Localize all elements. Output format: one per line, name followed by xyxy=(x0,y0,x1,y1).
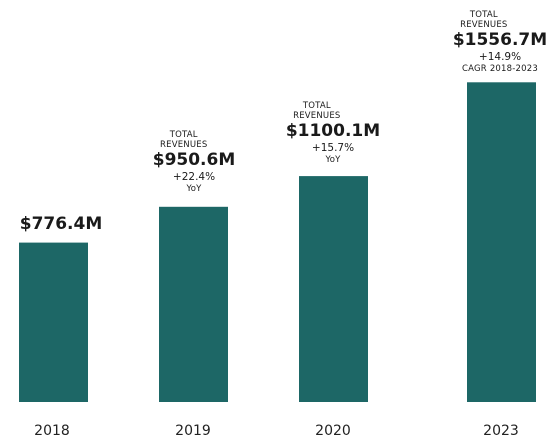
caption-total-revenues-2020: TOTAL REVENUES xyxy=(293,101,341,121)
growth-note-2023: CAGR 2018-2023 xyxy=(462,64,538,74)
caption-total-revenues-2019: TOTAL REVENUES xyxy=(160,130,208,150)
bar-2019 xyxy=(159,206,228,402)
growth-note-2019: YoY xyxy=(186,184,202,194)
value-label-2019: $950.6M xyxy=(152,150,236,170)
bar-2020 xyxy=(299,176,368,402)
x-tick-2023: 2023 xyxy=(483,423,519,439)
value-caption-2018: $776.4M xyxy=(20,214,103,235)
growth-label-2023: +14.9% xyxy=(478,51,522,63)
x-tick-2018: 2018 xyxy=(34,423,70,439)
growth-label-2020: +15.7% xyxy=(311,142,355,154)
bar-2018 xyxy=(19,242,88,402)
growth-label-2019: +22.4% xyxy=(172,171,216,183)
value-label-2018: $776.4M xyxy=(19,214,103,234)
value-caption-2023: TOTAL REVENUES $1556.7M +14.9% CAGR 2018… xyxy=(453,10,547,74)
x-tick-2019: 2019 xyxy=(175,423,211,439)
bar-2023 xyxy=(467,82,536,403)
x-tick-2020: 2020 xyxy=(315,423,351,439)
growth-note-2020: YoY xyxy=(325,155,341,165)
value-caption-2019: TOTAL REVENUES $950.6M +22.4% YoY xyxy=(153,130,236,194)
value-label-2023: $1556.7M xyxy=(452,30,548,50)
value-caption-2020: TOTAL REVENUES $1100.1M +15.7% YoY xyxy=(286,101,380,165)
caption-total-revenues-2023: TOTAL REVENUES xyxy=(460,10,508,30)
value-label-2020: $1100.1M xyxy=(285,121,381,141)
